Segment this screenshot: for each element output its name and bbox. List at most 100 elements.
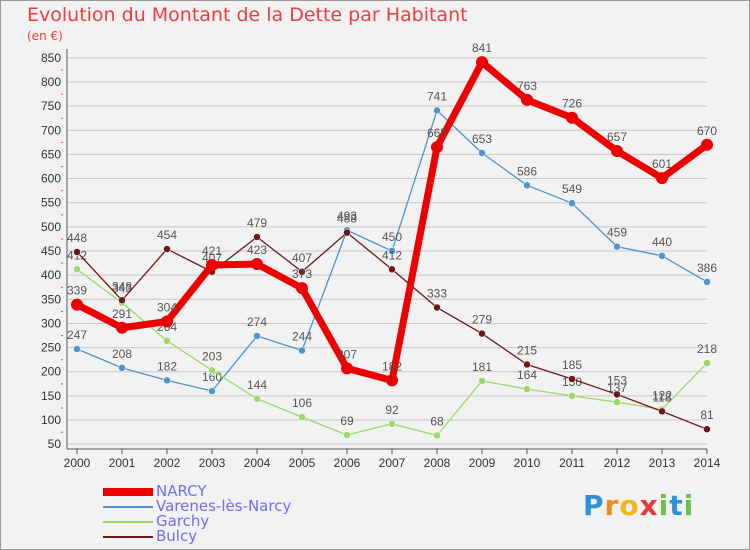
data-point bbox=[73, 248, 81, 256]
data-label: 164 bbox=[517, 368, 537, 382]
data-label: 291 bbox=[112, 307, 132, 321]
legend-label: NARCY bbox=[156, 482, 207, 500]
data-label: 106 bbox=[292, 396, 312, 410]
data-point bbox=[388, 265, 396, 274]
data-point bbox=[568, 199, 576, 207]
logo-letter: x bbox=[639, 489, 659, 522]
x-tick-label: 2007 bbox=[379, 456, 406, 470]
data-label: 69 bbox=[340, 414, 354, 428]
data-point bbox=[478, 149, 486, 157]
legend: NARCY Varenes-lès-Narcy Garchy Bulcy bbox=[103, 484, 291, 544]
data-label: 68 bbox=[430, 414, 444, 428]
data-point bbox=[478, 377, 486, 385]
y-tick-label: 550 bbox=[41, 196, 61, 210]
legend-label: Garchy bbox=[156, 512, 210, 530]
logo-letter: P bbox=[583, 489, 605, 522]
unit-label: (en €) bbox=[27, 29, 63, 43]
data-label: 601 bbox=[652, 157, 672, 171]
logo-letter: i bbox=[658, 489, 670, 522]
data-point bbox=[116, 321, 128, 334]
data-point bbox=[298, 413, 306, 421]
x-tick-label: 2014 bbox=[694, 456, 721, 470]
data-point bbox=[161, 315, 173, 328]
logo-letter: o bbox=[619, 489, 640, 522]
x-tick-label: 2002 bbox=[154, 456, 181, 470]
data-label: 653 bbox=[472, 132, 492, 146]
data-label: 339 bbox=[67, 284, 87, 298]
data-point bbox=[566, 111, 578, 124]
proxiti-logo: Proxiti bbox=[583, 489, 694, 522]
data-point bbox=[658, 407, 666, 416]
data-point bbox=[73, 265, 81, 274]
data-label: 137 bbox=[607, 381, 627, 395]
x-tick-label: 2000 bbox=[64, 456, 91, 470]
y-tick-label: 100 bbox=[41, 413, 61, 427]
data-point bbox=[701, 138, 713, 151]
data-label: 203 bbox=[202, 349, 222, 363]
data-point bbox=[298, 268, 306, 276]
data-label: 479 bbox=[247, 216, 267, 230]
data-label: 144 bbox=[247, 378, 267, 392]
legend-label: Bulcy bbox=[156, 527, 198, 545]
data-point bbox=[118, 364, 126, 372]
data-point bbox=[341, 362, 353, 375]
data-point bbox=[71, 298, 83, 311]
x-tick-label: 2005 bbox=[289, 456, 316, 470]
x-tick-label: 2011 bbox=[559, 456, 585, 470]
data-point bbox=[296, 282, 308, 295]
data-point bbox=[568, 392, 576, 400]
legend-swatch bbox=[103, 535, 153, 538]
data-point bbox=[431, 141, 443, 154]
data-point bbox=[703, 278, 711, 286]
y-tick-label: 500 bbox=[41, 220, 61, 234]
data-label: 215 bbox=[517, 343, 537, 357]
data-label: 92 bbox=[385, 403, 399, 417]
data-label: 440 bbox=[652, 235, 672, 249]
logo-letter: r bbox=[604, 489, 620, 522]
data-point bbox=[388, 420, 396, 428]
legend-swatch bbox=[103, 487, 153, 496]
legend-label: Varenes-lès-Narcy bbox=[156, 497, 292, 515]
data-point bbox=[476, 56, 488, 69]
data-point bbox=[343, 431, 351, 439]
data-label: 726 bbox=[562, 97, 582, 111]
data-label: 412 bbox=[382, 248, 402, 262]
x-tick-label: 2010 bbox=[514, 456, 541, 470]
y-tick-label: 150 bbox=[41, 389, 61, 403]
data-point bbox=[478, 329, 486, 338]
legend-item: NARCY bbox=[103, 484, 291, 499]
data-label: 386 bbox=[697, 261, 717, 275]
data-label: 207 bbox=[337, 347, 357, 361]
x-tick-label: 2013 bbox=[649, 456, 676, 470]
data-point bbox=[163, 245, 171, 253]
y-tick-label: 300 bbox=[41, 316, 61, 330]
data-point bbox=[386, 374, 398, 387]
x-tick-label: 2001 bbox=[109, 456, 136, 470]
data-label: 407 bbox=[292, 251, 312, 265]
data-point bbox=[208, 387, 216, 395]
legend-item: Garchy bbox=[103, 514, 291, 529]
data-point bbox=[613, 242, 621, 251]
x-tick-label: 2008 bbox=[424, 456, 451, 470]
legend-swatch bbox=[103, 505, 153, 508]
y-tick-label: 50 bbox=[48, 437, 62, 451]
data-label: 493 bbox=[337, 209, 357, 223]
data-label: 488 bbox=[337, 212, 357, 226]
y-tick-label: 700 bbox=[41, 123, 61, 137]
data-label: 81 bbox=[700, 408, 714, 422]
data-point bbox=[613, 398, 621, 406]
y-tick-label: 450 bbox=[41, 244, 61, 258]
data-label: 373 bbox=[292, 267, 312, 281]
data-point bbox=[298, 346, 306, 355]
y-tick-label: 750 bbox=[41, 99, 61, 113]
data-label: 423 bbox=[247, 243, 267, 257]
data-label: 670 bbox=[697, 124, 717, 138]
data-label: 450 bbox=[382, 230, 402, 244]
data-point bbox=[703, 425, 711, 433]
data-point bbox=[73, 345, 81, 353]
data-point bbox=[388, 247, 396, 255]
data-point bbox=[433, 303, 441, 312]
data-label: 185 bbox=[562, 358, 582, 372]
